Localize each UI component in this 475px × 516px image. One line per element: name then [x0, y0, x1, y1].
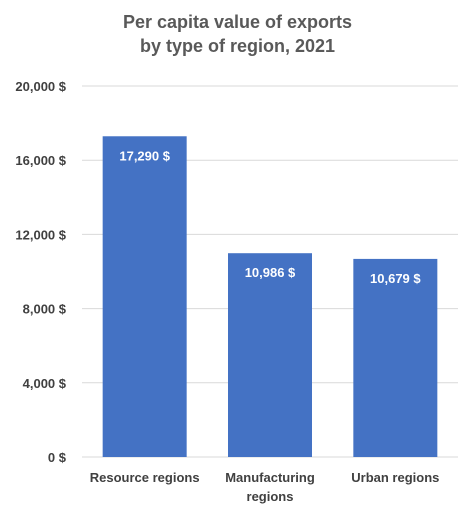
data-label: 10,986 $	[245, 265, 296, 280]
data-label: 17,290 $	[119, 148, 170, 163]
y-tick-label: 0 $	[48, 450, 67, 465]
labels: 0 $ 4,000 $ 8,000 $ 12,000 $ 16,000 $ 20,000 …	[15, 79, 439, 504]
chart-title-line-1: Per capita value of exports	[122, 12, 353, 32]
y-tick-label: 12,000 $	[15, 227, 66, 242]
x-category-label: Urban regions	[351, 470, 439, 485]
data-label: 10,679 $	[370, 271, 421, 286]
bar	[228, 253, 312, 457]
bars	[102, 136, 438, 457]
y-tick-label: 8,000 $	[23, 302, 67, 317]
bar	[102, 136, 187, 457]
y-tick-label: 4,000 $	[23, 376, 67, 391]
y-tick-label: 20,000 $	[15, 79, 66, 94]
x-category-label: regions	[247, 489, 294, 504]
y-tick-label: 16,000 $	[15, 153, 66, 168]
x-category-label: Resource regions	[90, 470, 200, 485]
chart-title-line-2: by type of region, 2021	[139, 36, 336, 56]
bar	[353, 258, 438, 457]
x-category-label: Manufacturing	[225, 470, 315, 485]
